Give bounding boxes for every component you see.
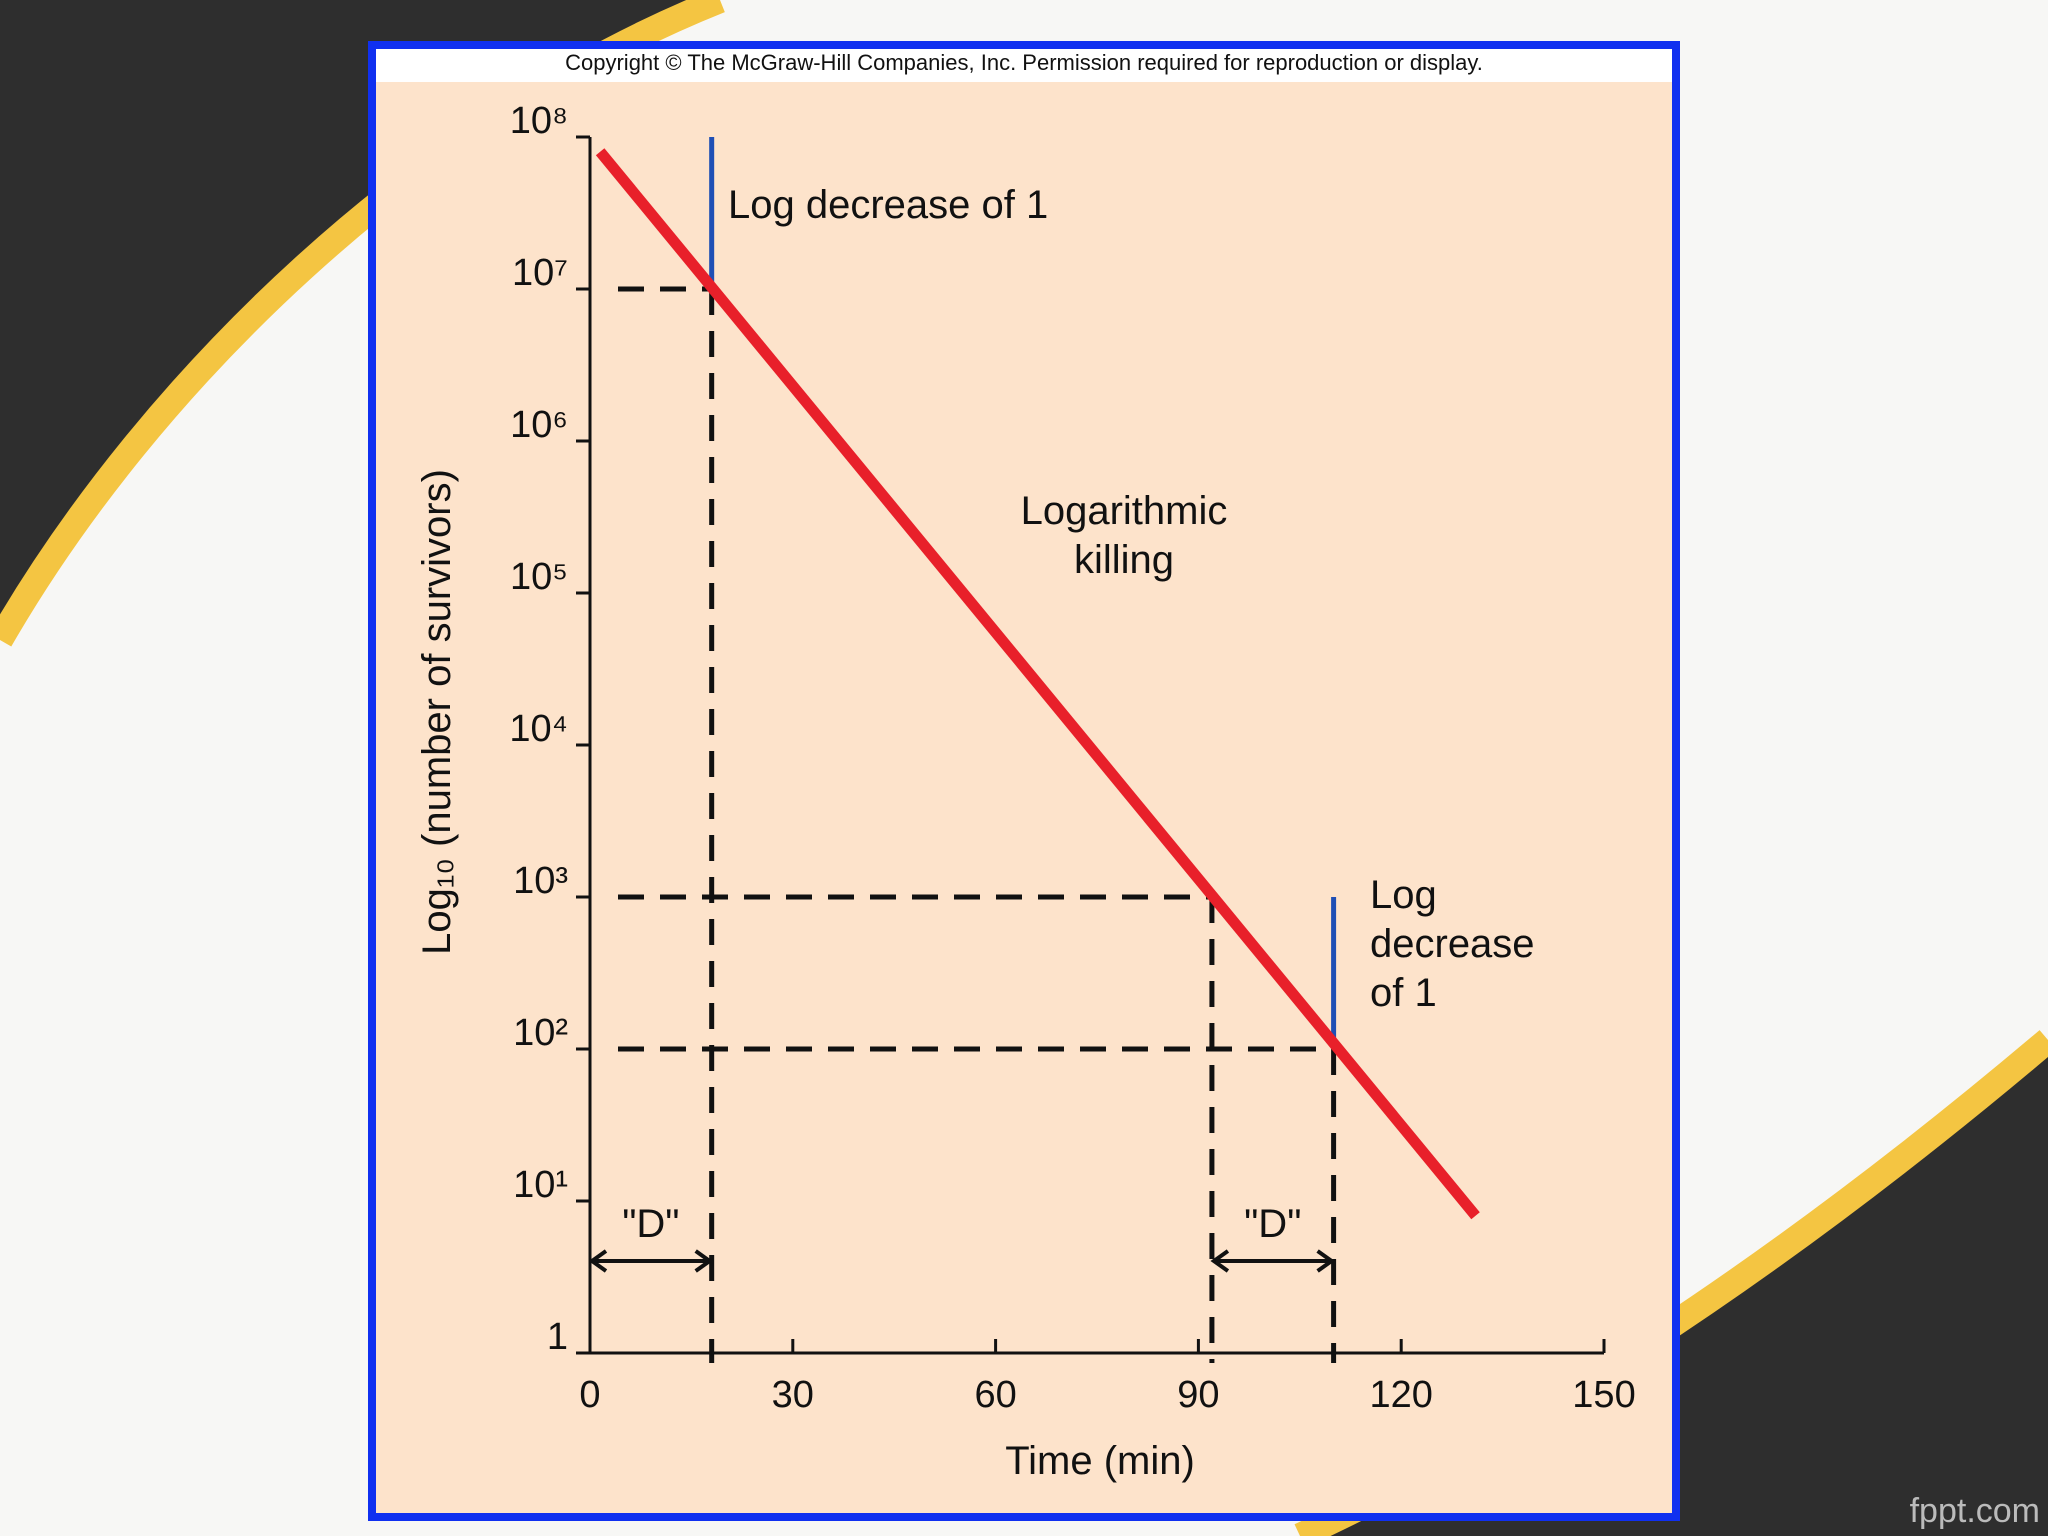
annotation: Logarithmic [1021, 489, 1228, 533]
copyright: Copyright © The McGraw-Hill Companies, I… [565, 50, 1483, 75]
corner-dark [1300, 1040, 2048, 1536]
x-tick-label: 90 [1177, 1374, 1219, 1416]
annotation: Log [1370, 873, 1437, 917]
annotation: decrease [1370, 922, 1535, 966]
arrow-head [694, 1249, 714, 1273]
y-tick-label: 10⁴ [509, 708, 568, 750]
d-label: "D" [1244, 1202, 1301, 1246]
y-tick-label: 10² [513, 1012, 568, 1054]
y-tick-label: 10⁸ [510, 100, 568, 142]
x-axis-label: Time (min) [1005, 1439, 1195, 1483]
copyright-strip [376, 49, 1672, 82]
x-tick-label: 0 [579, 1374, 600, 1416]
x-tick-label: 150 [1572, 1374, 1635, 1416]
arrow-head [588, 1249, 608, 1273]
x-tick-label: 120 [1369, 1374, 1432, 1416]
annotation: of 1 [1370, 971, 1437, 1015]
watermark: fppt.com [1910, 1492, 2040, 1530]
y-tick-label: 10⁵ [510, 556, 568, 598]
y-tick-label: 10¹ [513, 1164, 568, 1206]
y-tick-label: 1 [547, 1316, 568, 1358]
x-tick-label: 60 [974, 1374, 1016, 1416]
annotation: killing [1074, 538, 1174, 582]
y-tick-label: 10³ [513, 860, 568, 902]
d-label: "D" [622, 1202, 679, 1246]
y-axis-label: Log₁₀ (number of survivors) [415, 469, 459, 955]
arrow-head [1210, 1249, 1230, 1273]
y-tick-label: 10⁷ [512, 252, 568, 294]
corner-dark [0, 0, 720, 640]
annotation: Log decrease of 1 [728, 183, 1048, 227]
y-tick-label: 10⁶ [510, 404, 568, 446]
x-tick-label: 30 [772, 1374, 814, 1416]
data-line [595, 148, 1480, 1220]
arrow-head [1316, 1249, 1336, 1273]
